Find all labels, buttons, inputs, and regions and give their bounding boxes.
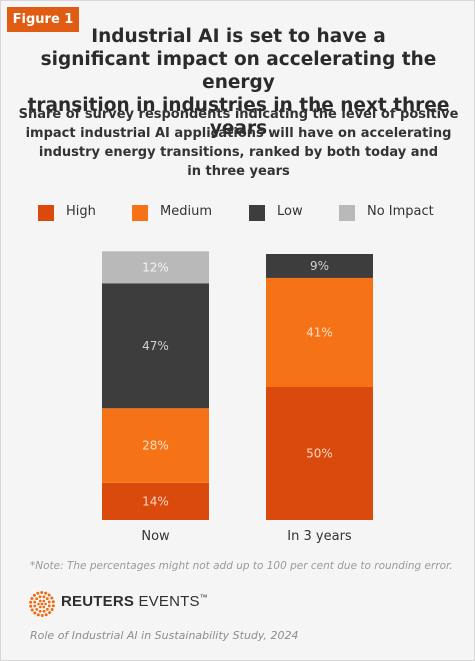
title-line: Industrial AI is set to have a — [91, 26, 386, 47]
logo-dot — [51, 600, 55, 604]
bar-segment-medium-now — [102, 408, 209, 483]
legend-swatch-low — [249, 205, 265, 221]
logo-dot — [42, 595, 46, 599]
subtitle-line: Share of survey respondents indicating t… — [18, 107, 459, 122]
logo-dot — [51, 604, 55, 608]
legend-swatch-high — [38, 205, 54, 221]
data-label-high-now: 14% — [142, 494, 169, 508]
data-label-medium-now: 28% — [142, 439, 169, 453]
data-label-no-impact-now: 12% — [142, 260, 169, 274]
data-label-medium-in-3-years: 41% — [306, 325, 333, 339]
logo-dot — [40, 591, 44, 594]
logo-dot — [44, 591, 48, 595]
data-label-low-in-3-years: 9% — [310, 259, 329, 273]
logo-trademark: ™ — [199, 593, 208, 602]
logo-word-events: EVENTS — [138, 593, 200, 610]
logo-dot — [47, 600, 51, 604]
logo-dot — [44, 613, 48, 617]
logo-dot — [37, 602, 40, 606]
legend-swatch-medium — [132, 205, 148, 221]
logo-dot — [38, 605, 42, 609]
logo-dot — [35, 607, 39, 611]
legend-swatch-no-impact — [339, 205, 355, 221]
bar-segment-medium-in-3-years — [266, 277, 373, 387]
stacked-bar-chart: 14% 28% 47% 12% Now 50% 41% 9% In 3 years — [102, 251, 373, 544]
subtitle-line: impact industrial AI applications will h… — [25, 126, 452, 141]
logo-dot — [29, 600, 33, 604]
data-label-low-now: 47% — [142, 339, 169, 353]
reuters-events-logo: REUTERS EVENTS™ — [28, 590, 228, 617]
legend-label-high: High — [66, 204, 96, 219]
logo-dot — [50, 596, 54, 600]
logo-dot — [40, 602, 44, 606]
category-label-in-3-years: In 3 years — [287, 529, 352, 544]
logo-dot — [42, 609, 46, 613]
logo-dot — [38, 595, 42, 599]
logo-dot — [32, 593, 36, 597]
logo-dot — [33, 611, 37, 615]
logo-dot — [50, 608, 54, 612]
logo-dot — [45, 607, 49, 611]
logo-dot — [30, 608, 34, 612]
bar-segment-high-now — [102, 482, 209, 520]
data-label-high-in-3-years: 50% — [306, 447, 333, 461]
logo-dot — [48, 611, 52, 615]
bar-segment-high-in-3-years — [266, 387, 373, 520]
bar-segment-low-in-3-years — [266, 254, 373, 278]
chart-title: Industrial AI is set to have a significa… — [13, 25, 464, 140]
source-credit: Role of Industrial AI in Sustainability … — [30, 629, 299, 642]
logo-dot — [29, 604, 33, 608]
title-line: transition in industries in the next thr… — [27, 95, 450, 139]
logo-dot — [44, 602, 47, 606]
logo-word-reuters: REUTERS — [61, 593, 135, 610]
title-line: significant impact on accelerating the e… — [40, 49, 437, 93]
logo-dot — [30, 596, 34, 600]
logo-dot — [38, 609, 42, 613]
chart-legend: High Medium Low No Impact — [1, 203, 475, 223]
chart-subtitle: Share of survey respondents indicating t… — [17, 105, 460, 181]
category-label-now: Now — [141, 529, 170, 544]
logo-dot — [38, 599, 42, 603]
logo-dot — [33, 604, 37, 608]
logo-dot — [36, 591, 40, 595]
logo-wordmark: REUTERS EVENTS™ — [61, 593, 208, 610]
legend-label-low: Low — [277, 204, 303, 219]
bar-segment-no-impact-now — [102, 251, 209, 284]
logo-dot — [42, 599, 46, 603]
bar-segment-low-now — [102, 283, 209, 409]
logo-dot — [47, 593, 51, 597]
subtitle-line: industry energy transitions, ranked by b… — [38, 145, 439, 160]
logo-dot — [36, 613, 40, 617]
logo-dot — [47, 604, 51, 608]
footnote: *Note: The percentages might not add up … — [30, 560, 453, 572]
logo-dot — [45, 597, 49, 601]
logo-dot — [42, 605, 46, 609]
logo-dot — [40, 614, 44, 617]
logo-dot — [33, 600, 37, 604]
legend-label-medium: Medium — [160, 204, 212, 219]
legend-label-no-impact: No Impact — [367, 204, 434, 219]
reuters-logo-icon — [29, 591, 55, 617]
logo-dot — [35, 597, 39, 601]
figure-badge: Figure 1 — [7, 7, 79, 32]
subtitle-line: in three years — [187, 164, 290, 179]
